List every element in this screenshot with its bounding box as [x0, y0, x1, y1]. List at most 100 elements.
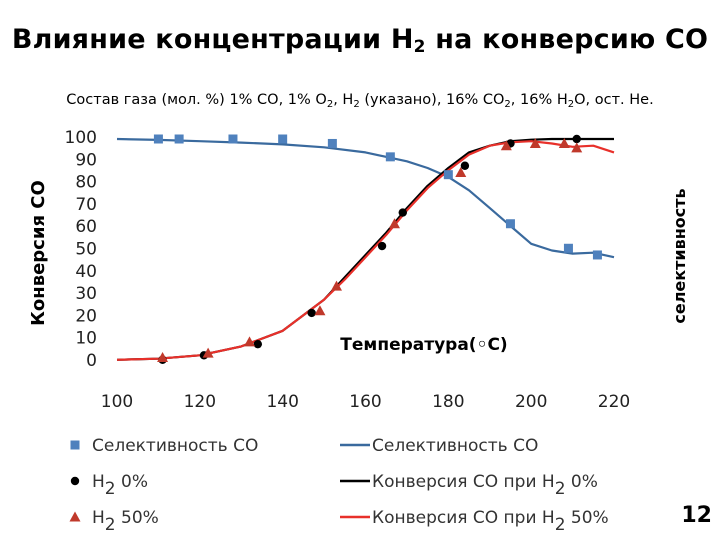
- x-tick-label: 100: [101, 392, 133, 412]
- data-point-s3: [571, 142, 583, 153]
- data-point-s0: [592, 250, 602, 260]
- x-tick-label: 120: [184, 392, 216, 412]
- legend-label-part: 50%: [566, 508, 609, 528]
- legend-label-part: 2: [555, 479, 566, 499]
- y-tick-label: 10: [75, 329, 97, 349]
- legend-label: Селективность CO: [372, 436, 538, 456]
- data-point-s2: [460, 161, 470, 170]
- data-point-s3: [500, 140, 512, 151]
- legend-label-part: H: [92, 472, 105, 492]
- data-point-s3: [529, 137, 541, 148]
- legend-label: H2 50%: [92, 508, 159, 535]
- y-tick-label: 40: [75, 262, 97, 282]
- y-tick-label: 100: [65, 128, 97, 148]
- chart-subtitle: Состав газа (мол. %) 1% CO, 1% O2, H2 (у…: [0, 92, 720, 110]
- legend-item: H2 50%: [69, 508, 159, 535]
- legend-item: Конверсия CO при H2 50%: [340, 508, 609, 535]
- data-point-s0: [385, 152, 395, 162]
- x-tick-label: 220: [598, 392, 630, 412]
- data-point-s0: [505, 219, 515, 229]
- series-markers: [153, 134, 602, 364]
- data-point-s0: [563, 243, 573, 253]
- legend-swatch: [70, 476, 80, 486]
- legend-label-part: Конверсия CO при H: [372, 472, 555, 492]
- data-point-s3: [244, 336, 256, 347]
- subtitle-part: 2: [504, 99, 511, 110]
- x-tick-label: 140: [266, 392, 298, 412]
- data-point-s3: [558, 137, 570, 148]
- y-tick-label: 80: [75, 173, 97, 193]
- legend-label-part: Селективность CO: [372, 436, 538, 456]
- legend-label-part: Конверсия CO при H: [372, 508, 555, 528]
- data-point-s2: [307, 308, 316, 318]
- data-point-s2: [572, 134, 581, 144]
- data-point-s3: [202, 347, 214, 358]
- slide-title: Влияние концентрации H2 на конверсию CO: [11, 24, 709, 57]
- legend-swatch: [70, 440, 80, 450]
- subtitle-part: 2: [326, 99, 334, 110]
- legend-item: H2 0%: [70, 472, 148, 499]
- x-axis-title: Температура(◦C): [340, 335, 507, 355]
- subtitle-part: , H: [333, 92, 354, 108]
- data-point-s3: [157, 352, 169, 363]
- x-tick-label: 160: [349, 392, 381, 412]
- series-line-5: [116, 140, 615, 361]
- subtitle-part: (указано), 16% CO: [359, 92, 505, 108]
- legend-item: Селективность CO: [340, 436, 538, 456]
- data-point-s2: [398, 208, 407, 217]
- data-point-s2: [253, 339, 263, 349]
- legend-label-part: 50%: [116, 508, 159, 528]
- data-point-s0: [443, 170, 453, 180]
- x-tick-label: 180: [432, 392, 464, 412]
- legend-label-part: 2: [105, 515, 116, 535]
- y-tick-label: 70: [75, 195, 97, 215]
- y-tick-label: 20: [75, 306, 97, 326]
- y-tick-label: 30: [75, 284, 97, 304]
- series-line-4: [116, 137, 614, 361]
- data-point-s0: [278, 134, 288, 144]
- data-point-s3: [455, 166, 467, 177]
- data-point-s0: [153, 134, 163, 144]
- y-tick-label: 50: [75, 240, 97, 260]
- legend-label-part: Селективность CO: [92, 436, 258, 456]
- legend-label: Конверсия CO при H2 50%: [372, 508, 609, 535]
- data-point-s3: [388, 218, 400, 229]
- y-tick-label: 0: [86, 351, 97, 371]
- series-lines: [116, 137, 615, 361]
- x-axis-label: Температура(◦C): [340, 335, 507, 355]
- legend-label-part: 0%: [116, 472, 148, 492]
- legend-item: Селективность CO: [70, 436, 258, 456]
- subtitle-part: O, ост. He.: [574, 92, 654, 108]
- legend-label-part: H: [92, 508, 105, 528]
- subtitle-part: 2: [353, 99, 360, 110]
- data-point-s3: [314, 305, 326, 316]
- subtitle-part: Состав газа (мол. %) 1% CO, 1% O: [66, 92, 327, 108]
- legend-label: H2 0%: [92, 472, 148, 499]
- y-axis-title: Конверсия CO: [28, 180, 49, 326]
- data-point-s3: [331, 280, 343, 291]
- data-point-s2: [377, 241, 387, 251]
- subtitle-part: 2: [567, 99, 575, 110]
- legend-label-part: 0%: [566, 472, 598, 492]
- y-tick-label: 90: [75, 150, 97, 170]
- subtitle-part: , 16% H: [510, 92, 568, 108]
- legend-swatch: [69, 511, 81, 522]
- data-point-s0: [228, 134, 238, 144]
- y-axis-label: Конверсия CO: [28, 180, 49, 326]
- legend-item: Конверсия CO при H2 0%: [340, 472, 598, 499]
- data-point-s0: [174, 134, 184, 144]
- y-tick-label: 60: [75, 217, 97, 237]
- y2-axis-title: селективность: [670, 188, 689, 323]
- series-line-1: [116, 137, 615, 259]
- x-tick-label: 200: [515, 392, 547, 412]
- page-number: 12: [681, 503, 712, 528]
- legend-label: Селективность CO: [92, 436, 258, 456]
- y2-axis-label: селективность: [670, 188, 689, 323]
- legend-label: Конверсия CO при H2 0%: [372, 472, 598, 499]
- legend-label-part: 2: [105, 479, 116, 499]
- data-point-s0: [327, 138, 337, 148]
- legend-label-part: 2: [555, 515, 566, 535]
